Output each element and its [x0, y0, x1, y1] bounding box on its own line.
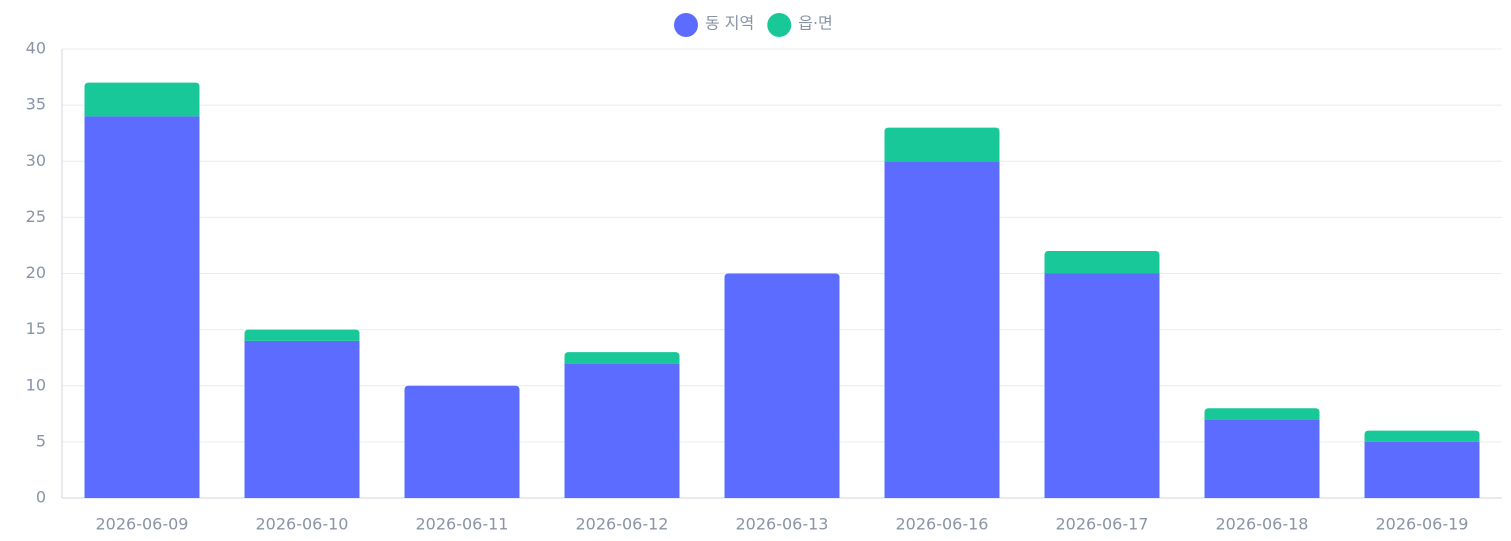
x-tick-label: 2026-06-12	[576, 515, 669, 534]
x-tick-label: 2026-06-17	[1056, 515, 1149, 534]
legend-label[interactable]: 동 지역	[705, 14, 754, 33]
bar-segment	[884, 161, 1000, 498]
y-tick-label: 25	[26, 207, 46, 226]
bar-segment	[404, 385, 520, 498]
bar-segment	[1204, 408, 1320, 420]
y-tick-label: 10	[26, 375, 46, 394]
bar-segment	[1364, 430, 1480, 442]
y-tick-label: 40	[26, 39, 46, 58]
y-tick-label: 35	[26, 95, 46, 114]
legend-swatch[interactable]	[767, 13, 792, 37]
bar-segment	[724, 273, 840, 498]
bar-segment	[244, 329, 360, 341]
y-tick-label: 0	[36, 488, 46, 507]
bar-segment	[1204, 419, 1320, 498]
legend-swatch[interactable]	[674, 13, 698, 37]
bar-segment	[84, 82, 200, 117]
x-tick-label: 2026-06-10	[256, 515, 349, 534]
y-tick-label: 30	[26, 151, 46, 170]
y-tick-label: 20	[26, 263, 46, 282]
x-tick-label: 2026-06-18	[1216, 515, 1309, 534]
x-tick-label: 2026-06-16	[896, 515, 989, 534]
bar-segment	[244, 340, 360, 498]
y-tick-label: 5	[36, 431, 46, 450]
bar-segment	[1364, 441, 1480, 498]
x-tick-label: 2026-06-09	[96, 515, 189, 534]
bar-segment	[884, 127, 1000, 162]
bar-segment	[564, 352, 680, 364]
bar-segment	[564, 363, 680, 498]
bar-segment	[1044, 273, 1160, 498]
x-tick-label: 2026-06-19	[1376, 515, 1469, 534]
x-tick-label: 2026-06-13	[736, 515, 829, 534]
bar-segment	[1044, 251, 1160, 274]
bar-segment	[84, 116, 200, 498]
legend-label[interactable]: 읍·면	[798, 14, 833, 33]
y-tick-label: 15	[26, 319, 46, 338]
x-tick-label: 2026-06-11	[416, 515, 509, 534]
